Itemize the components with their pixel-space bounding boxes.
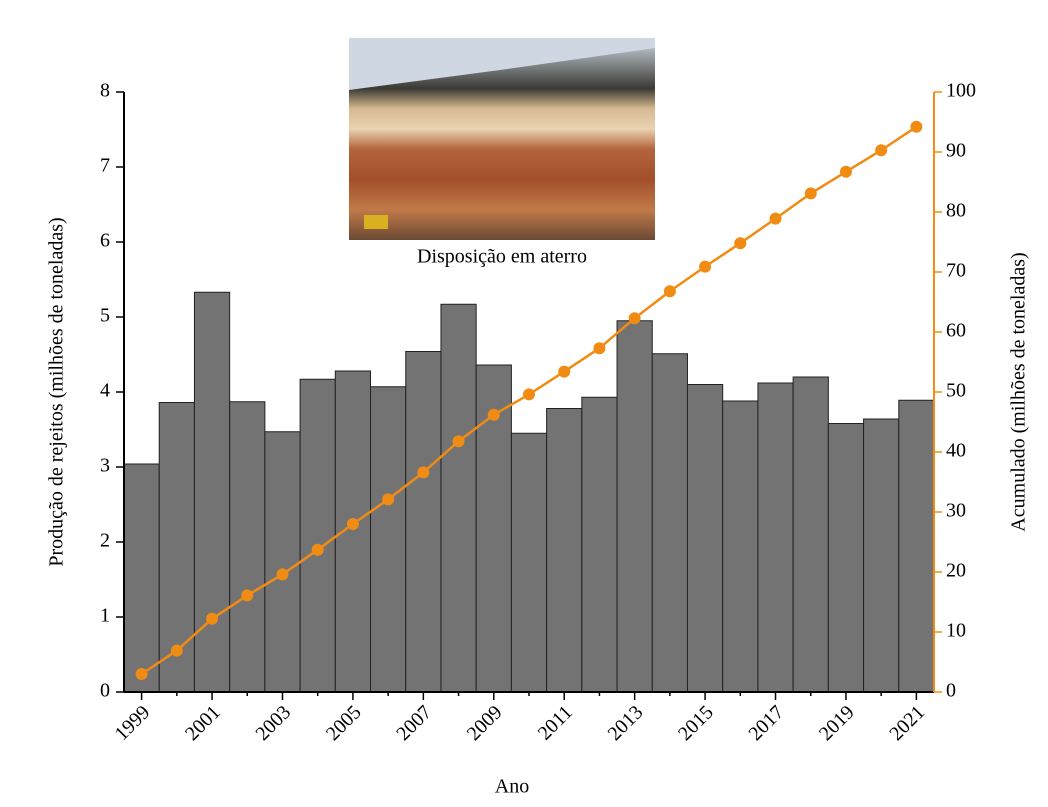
y-tick-label: 5: [100, 305, 110, 327]
y2-tick-label: 20: [946, 560, 966, 582]
bar: [792, 376, 829, 693]
y2-tick-label: 70: [946, 260, 966, 282]
bar: [722, 400, 759, 693]
bar: [370, 386, 407, 693]
marker: [206, 612, 219, 625]
x-tick-label: 2019: [815, 701, 859, 745]
y2-tick-label: 30: [946, 500, 966, 522]
x-tick-label: 2009: [463, 701, 507, 745]
y2-tick-label: 90: [946, 140, 966, 162]
bar: [440, 303, 477, 693]
marker: [170, 644, 183, 657]
inset-caption: Disposição em aterro: [417, 246, 587, 268]
marker: [241, 589, 254, 602]
marker: [452, 435, 465, 448]
marker: [769, 212, 782, 225]
x-axis-label: Ano: [495, 776, 529, 798]
y2-tick-label: 0: [946, 680, 956, 702]
x-tick-label: 2017: [744, 701, 788, 745]
bar: [158, 402, 195, 693]
x-tick-label: 2001: [181, 701, 225, 745]
x-tick-label: 2013: [604, 701, 648, 745]
marker: [910, 120, 923, 133]
y2-tick-label: 100: [946, 80, 976, 102]
bar: [546, 408, 583, 693]
bar: [581, 396, 618, 693]
y-tick-label: 7: [100, 155, 110, 177]
marker: [839, 165, 852, 178]
x-tick-label: 1999: [111, 701, 155, 745]
marker: [875, 144, 888, 157]
bar: [229, 401, 266, 693]
bar: [898, 399, 935, 693]
marker: [311, 543, 324, 556]
x-tick-label: 2005: [322, 701, 366, 745]
bar: [863, 418, 900, 693]
y2-tick-label: 10: [946, 620, 966, 642]
x-tick-label: 2007: [392, 701, 436, 745]
bar: [686, 384, 724, 693]
y-tick-label: 1: [100, 605, 110, 627]
marker: [663, 285, 676, 298]
marker: [346, 518, 359, 530]
bar: [510, 432, 548, 693]
y-tick-label: 2: [100, 530, 110, 552]
x-tick-label: 2015: [674, 701, 718, 745]
bar: [123, 463, 160, 693]
x-tick-label: 2021: [885, 701, 929, 745]
x-tick-label: 2003: [251, 701, 295, 745]
inset-photo: [349, 38, 655, 240]
marker: [382, 493, 395, 506]
marker: [135, 668, 148, 680]
marker: [558, 365, 571, 378]
y2-tick-label: 60: [946, 320, 966, 342]
bar: [757, 382, 794, 693]
marker: [628, 312, 641, 325]
bar: [651, 353, 688, 693]
y2-axis-label: Acumulado (milhões de toneladas): [1008, 252, 1030, 531]
marker: [487, 408, 500, 421]
marker: [417, 466, 430, 479]
x-tick-label: 2011: [534, 701, 577, 744]
bar: [827, 423, 865, 693]
y-tick-label: 0: [100, 680, 110, 702]
bar: [264, 431, 301, 693]
marker: [804, 187, 817, 200]
bar: [299, 378, 336, 693]
marker: [523, 388, 535, 401]
y-tick-label: 8: [100, 80, 110, 102]
y-axis-label: Produção de rejeitos (milhões de tonelad…: [46, 217, 68, 566]
marker: [276, 568, 289, 581]
y2-tick-label: 40: [946, 440, 966, 462]
marker: [734, 237, 747, 250]
bar: [616, 320, 653, 693]
y2-tick-label: 50: [946, 380, 966, 402]
y-tick-label: 6: [100, 230, 110, 252]
marker: [593, 342, 606, 355]
marker: [699, 260, 712, 273]
bar: [405, 351, 442, 693]
y-tick-label: 3: [100, 455, 110, 477]
y-tick-label: 4: [100, 380, 110, 402]
bar: [193, 291, 231, 693]
y2-tick-label: 80: [946, 200, 966, 222]
